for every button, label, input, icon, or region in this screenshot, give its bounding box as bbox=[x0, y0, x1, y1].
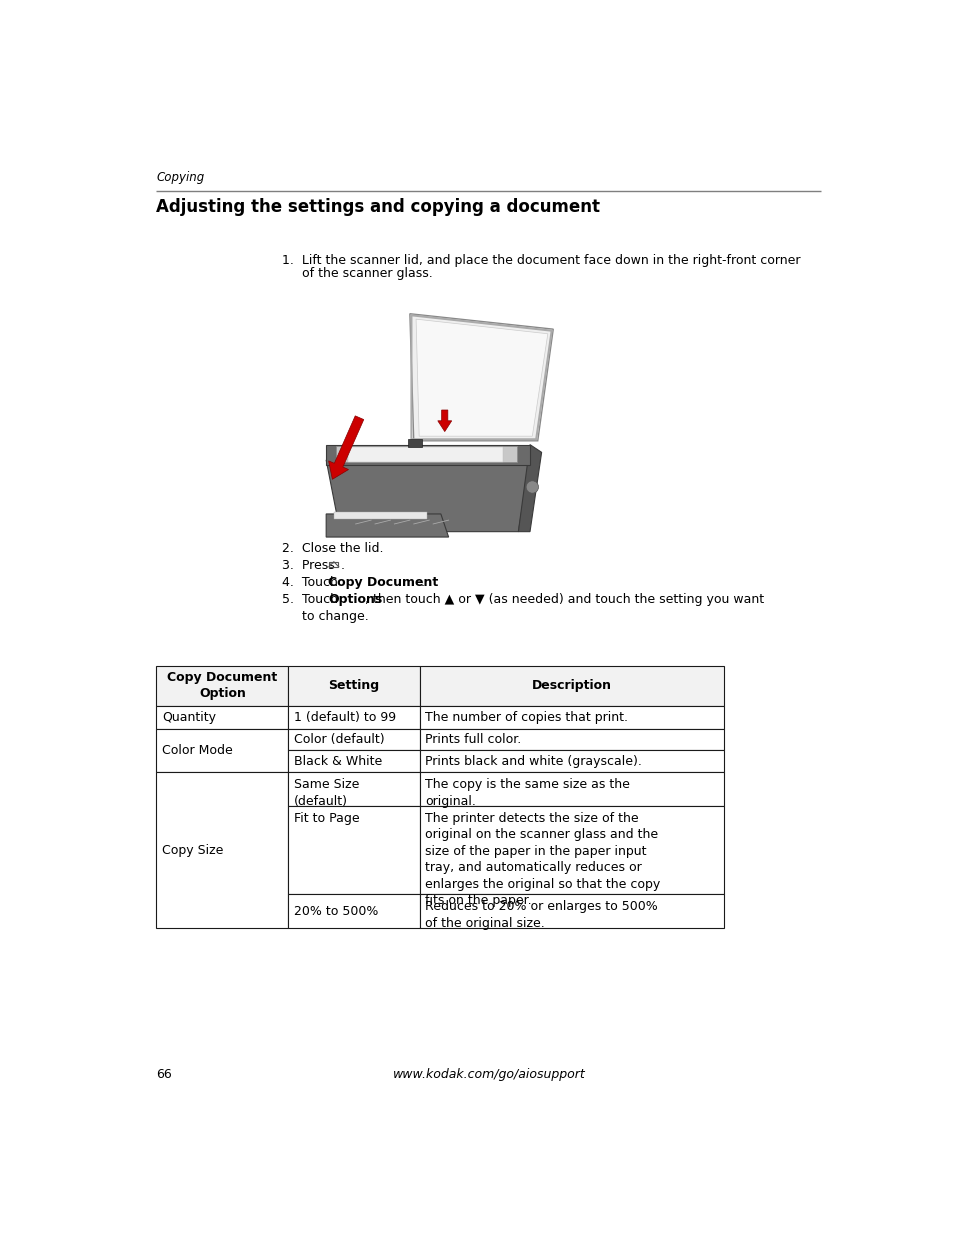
Bar bbox=[156, 705, 288, 729]
Text: Copy Document
Option: Copy Document Option bbox=[167, 671, 277, 700]
Bar bbox=[419, 805, 723, 894]
Bar bbox=[288, 805, 419, 894]
Polygon shape bbox=[348, 447, 502, 462]
Bar bbox=[334, 511, 427, 520]
Text: to change.: to change. bbox=[282, 610, 369, 624]
Bar bbox=[419, 666, 723, 705]
Bar bbox=[419, 772, 723, 805]
Text: 4.  Touch: 4. Touch bbox=[282, 577, 341, 589]
Text: Fit to Page: Fit to Page bbox=[294, 811, 359, 825]
Polygon shape bbox=[517, 445, 541, 531]
Text: Copying: Copying bbox=[156, 170, 205, 184]
Polygon shape bbox=[326, 514, 448, 537]
Text: 20% to 500%: 20% to 500% bbox=[294, 905, 377, 918]
Text: Setting: Setting bbox=[328, 679, 379, 692]
Polygon shape bbox=[335, 446, 517, 462]
Text: Color Mode: Color Mode bbox=[162, 743, 233, 757]
Bar bbox=[288, 772, 419, 805]
Text: Black & White: Black & White bbox=[294, 755, 381, 768]
Text: 3.  Press: 3. Press bbox=[282, 559, 338, 572]
Text: Prints black and white (grayscale).: Prints black and white (grayscale). bbox=[425, 755, 641, 768]
FancyArrow shape bbox=[328, 416, 363, 479]
Text: , then touch ▲ or ▼ (as needed) and touch the setting you want: , then touch ▲ or ▼ (as needed) and touc… bbox=[365, 593, 763, 606]
Text: 1.  Lift the scanner lid, and place the document face down in the right-front co: 1. Lift the scanner lid, and place the d… bbox=[282, 253, 800, 267]
Bar bbox=[329, 562, 338, 567]
Polygon shape bbox=[410, 314, 553, 441]
Text: Copy Size: Copy Size bbox=[162, 844, 223, 857]
Polygon shape bbox=[326, 445, 530, 466]
Text: of the scanner glass.: of the scanner glass. bbox=[282, 267, 433, 280]
Text: .: . bbox=[420, 577, 424, 589]
Text: 5.  Touch: 5. Touch bbox=[282, 593, 341, 606]
Bar bbox=[156, 666, 288, 705]
Bar bbox=[419, 705, 723, 729]
Bar bbox=[288, 894, 419, 929]
Text: 66: 66 bbox=[156, 1068, 172, 1082]
Text: Description: Description bbox=[531, 679, 611, 692]
Bar bbox=[419, 729, 723, 751]
Bar bbox=[288, 729, 419, 751]
Bar bbox=[408, 440, 422, 447]
Bar bbox=[288, 666, 419, 705]
Text: The copy is the same size as the
original.: The copy is the same size as the origina… bbox=[425, 778, 630, 808]
Text: Options: Options bbox=[328, 593, 382, 606]
Bar bbox=[288, 705, 419, 729]
Text: The number of copies that print.: The number of copies that print. bbox=[425, 710, 628, 724]
FancyArrow shape bbox=[437, 410, 452, 431]
Bar bbox=[156, 772, 288, 929]
Circle shape bbox=[525, 480, 537, 493]
Text: The printer detects the size of the
original on the scanner glass and the
size o: The printer detects the size of the orig… bbox=[425, 811, 659, 908]
Polygon shape bbox=[326, 461, 530, 531]
Text: 2.  Close the lid.: 2. Close the lid. bbox=[282, 542, 383, 556]
Text: .: . bbox=[340, 559, 345, 572]
Text: Quantity: Quantity bbox=[162, 710, 215, 724]
Polygon shape bbox=[416, 319, 547, 436]
Bar bbox=[419, 894, 723, 929]
Text: Prints full color.: Prints full color. bbox=[425, 734, 521, 746]
Text: Copy Document: Copy Document bbox=[328, 577, 438, 589]
Text: Same Size
(default): Same Size (default) bbox=[294, 778, 358, 808]
Text: Reduces to 20% or enlarges to 500%
of the original size.: Reduces to 20% or enlarges to 500% of th… bbox=[425, 900, 658, 930]
Text: Adjusting the settings and copying a document: Adjusting the settings and copying a doc… bbox=[156, 198, 599, 216]
Text: 1 (default) to 99: 1 (default) to 99 bbox=[294, 710, 395, 724]
Bar bbox=[288, 751, 419, 772]
Bar bbox=[419, 751, 723, 772]
Text: www.kodak.com/go/aiosupport: www.kodak.com/go/aiosupport bbox=[392, 1068, 585, 1082]
Text: Color (default): Color (default) bbox=[294, 734, 384, 746]
Bar bbox=[156, 729, 288, 772]
